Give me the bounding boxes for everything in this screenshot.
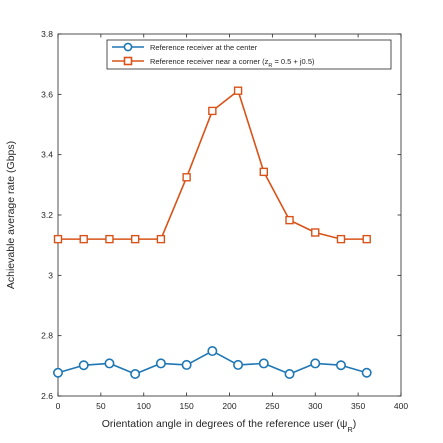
- y-tick-label: 3.8: [41, 29, 53, 39]
- y-tick-label: 3.2: [41, 210, 53, 220]
- y-tick-label: 2.6: [41, 391, 53, 401]
- x-tick-label: 350: [351, 401, 365, 411]
- series-1-point: [181, 359, 192, 370]
- series-2-point: [311, 228, 320, 237]
- series-2-point: [362, 234, 371, 244]
- series-1-point: [155, 358, 166, 369]
- y-axis-label: Achievable average rate (Gbps): [5, 141, 17, 289]
- x-tick-label: 400: [394, 401, 408, 411]
- x-tick-label: 250: [265, 401, 279, 411]
- legend-label-series-1: Reference receiver at the center: [150, 43, 258, 52]
- legend-label-series-2: Reference receiver near a corner (zR = 0…: [150, 57, 315, 69]
- series-1-point: [258, 358, 269, 369]
- axes: 0 50 100 150 200 250 300 350 400 2.6 2.8 3 3.2 3.4 3.6…: [41, 29, 408, 411]
- x-tick-label: 300: [308, 401, 322, 411]
- series-1-point: [310, 358, 321, 369]
- x-tick-label: 100: [137, 401, 151, 411]
- series-1-point: [104, 358, 115, 369]
- y-tick-label: 3: [48, 270, 53, 280]
- series-2-point: [233, 86, 243, 95]
- x-tick-label: 50: [96, 401, 106, 411]
- legend: Reference receiver at the center Referen…: [106, 39, 392, 70]
- series-2-point: [285, 215, 294, 225]
- legend-marker-series-2: [123, 56, 133, 66]
- series-2-point: [130, 234, 140, 244]
- y-tick-label: 3.4: [41, 150, 53, 160]
- x-tick-label: 0: [56, 401, 61, 411]
- series-1-point: [52, 367, 63, 378]
- series-1-point: [335, 360, 346, 371]
- series-2-point: [182, 173, 191, 182]
- series-2-point: [259, 167, 268, 177]
- series-2-point: [105, 234, 114, 244]
- series-2-point: [79, 234, 88, 244]
- series-1-point: [78, 360, 89, 371]
- series-layer: [52, 86, 372, 379]
- legend-marker-series-1: [123, 42, 133, 52]
- y-tick-label: 2.8: [41, 331, 53, 341]
- x-tick-label: 200: [222, 401, 236, 411]
- plot-area: [57, 33, 402, 397]
- series-2-point: [53, 234, 63, 244]
- x-axis-label: Orientation angle in degrees of the refe…: [102, 418, 357, 434]
- y-tick-label: 3.6: [41, 89, 53, 99]
- series-1-point: [284, 368, 295, 379]
- series-1-point: [207, 346, 218, 357]
- legend-box: [106, 39, 392, 70]
- series-2-point: [208, 106, 217, 116]
- series-1-point: [361, 367, 372, 378]
- series-1-point: [233, 359, 244, 370]
- x-tick-label: 150: [180, 401, 194, 411]
- series-2-point: [336, 234, 346, 244]
- series-2-point: [156, 234, 166, 244]
- series-1-point: [130, 368, 141, 379]
